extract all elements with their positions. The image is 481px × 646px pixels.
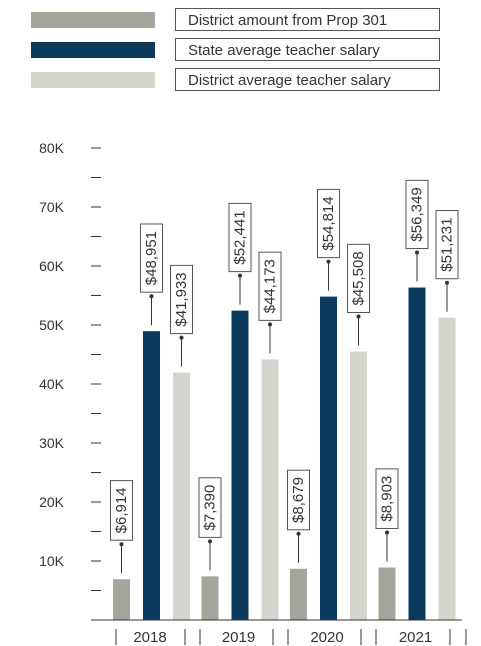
data-label: $7,390	[202, 485, 219, 531]
bar	[290, 568, 307, 620]
x-category-label: 2021	[399, 629, 432, 646]
data-label: $6,914	[113, 487, 130, 533]
x-category-label: 2020	[310, 629, 343, 646]
bar	[201, 576, 219, 620]
data-label-box	[287, 469, 310, 531]
label-connector-dot	[356, 314, 361, 319]
legend-label: District amount from Prop 301	[188, 12, 387, 29]
data-label-box	[228, 202, 252, 273]
data-label-box	[347, 243, 370, 314]
data-label: $8,679	[290, 477, 307, 523]
legend-label-box	[175, 38, 440, 61]
label-connector-dot	[208, 539, 212, 544]
bar	[173, 372, 190, 620]
bar	[113, 579, 130, 620]
legend-label-box	[175, 8, 440, 31]
bar	[231, 310, 249, 620]
y-tick-label: 80K	[39, 140, 65, 156]
y-tick-label: 50K	[39, 317, 65, 333]
bar	[261, 359, 279, 620]
y-tick-label: 30K	[39, 435, 65, 451]
data-label: $41,933	[173, 272, 190, 326]
data-label: $45,508	[350, 251, 367, 305]
legend-swatch	[31, 12, 155, 28]
data-label-box	[435, 210, 459, 280]
bar	[438, 317, 456, 620]
data-label: $54,814	[320, 196, 337, 250]
label-connector-dot	[268, 322, 272, 327]
legend-label: State average teacher salary	[188, 42, 380, 59]
label-connector-dot	[149, 294, 154, 299]
data-label-box	[258, 251, 282, 321]
legend-swatch	[31, 72, 155, 88]
label-connector-dot	[445, 280, 449, 285]
x-category-label: 2018	[133, 629, 166, 646]
data-label-box	[110, 480, 133, 541]
data-label: $52,441	[232, 210, 249, 264]
bar	[143, 331, 160, 620]
bar	[408, 287, 426, 620]
data-label-box	[198, 477, 222, 538]
label-connector-dot	[415, 250, 419, 255]
y-axis: 10K 20K 30K 40K 50K 60K 70K 80K	[39, 140, 101, 621]
label-connector-dot	[326, 259, 331, 264]
data-label-box	[375, 468, 399, 529]
data-label-box	[317, 188, 340, 259]
bar	[350, 351, 367, 620]
data-label: $44,173	[262, 259, 279, 313]
label-connector-dot	[385, 530, 389, 535]
y-tick-label: 20K	[39, 494, 65, 510]
legend: District amount from Prop 301 State avera…	[31, 8, 440, 91]
x-axis: 2018 2019 2020 2021	[95, 619, 467, 646]
label-connector-dot	[119, 542, 124, 547]
label-connector-dot	[238, 273, 242, 278]
x-category-label: 2019	[222, 629, 255, 646]
y-tick-label: 70K	[39, 199, 65, 215]
data-label: $51,231	[439, 218, 456, 272]
data-label: $8,903	[379, 476, 396, 522]
y-tick-label: 10K	[39, 553, 65, 569]
label-connector-dot	[296, 531, 301, 536]
legend-swatch	[31, 42, 155, 58]
data-label-box	[140, 223, 163, 293]
legend-label: District average teacher salary	[188, 72, 391, 89]
legend-label-box	[175, 68, 440, 91]
data-label: $56,349	[409, 187, 426, 241]
data-label: $48,951	[143, 231, 160, 285]
data-label-box	[170, 264, 193, 335]
y-tick-label: 60K	[39, 258, 65, 274]
y-tick-label: 40K	[39, 376, 65, 392]
data-label-box	[405, 179, 429, 250]
bar	[378, 567, 396, 620]
plot-area: $6,914 $48,951 $41,933 $7,390 $52,441 $44,173…	[110, 179, 459, 620]
label-connector-dot	[179, 335, 184, 340]
bar	[320, 296, 337, 620]
